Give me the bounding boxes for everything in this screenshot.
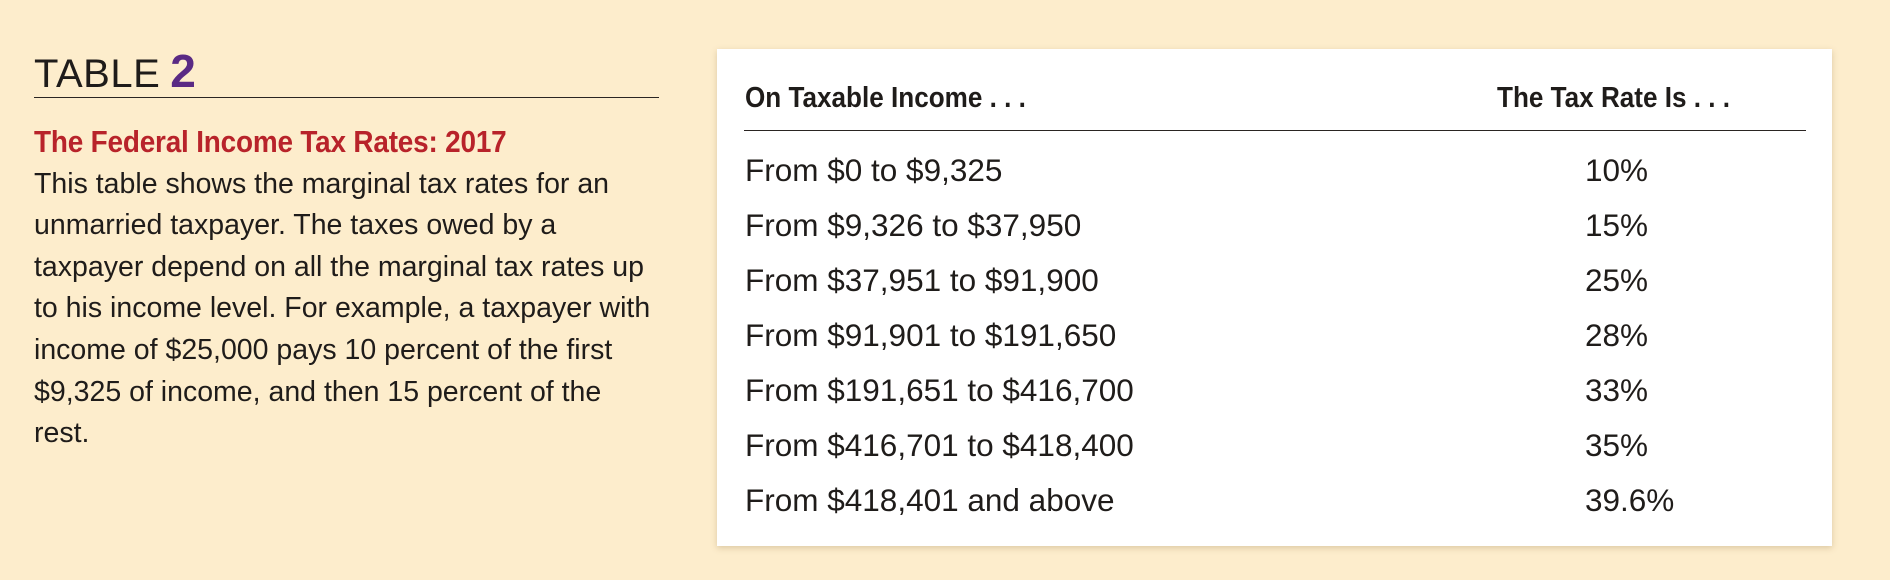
tax-rate-cell: 15% [1585, 207, 1649, 243]
table-row: From $91,901 to $191,650 28% [744, 310, 1806, 365]
income-bracket-cell: From $0 to $9,325 [745, 152, 1003, 188]
table-label-number: 2 [170, 45, 197, 97]
income-bracket-cell: From $9,326 to $37,950 [745, 207, 1082, 243]
tax-rate-cell: 25% [1585, 262, 1649, 298]
table-row: From $0 to $9,325 10% [744, 145, 1806, 200]
tax-rate-cell: 28% [1585, 317, 1649, 353]
income-bracket-cell: From $37,951 to $91,900 [745, 262, 1099, 298]
income-bracket-cell: From $418,401 and above [745, 482, 1115, 518]
income-bracket-cell: From $416,701 to $418,400 [745, 427, 1134, 463]
income-bracket-cell: From $91,901 to $191,650 [745, 317, 1117, 353]
tax-rate-cell: 33% [1585, 372, 1649, 408]
tax-rate-cell: 10% [1585, 152, 1649, 188]
income-bracket-cell: From $191,651 to $416,700 [745, 372, 1134, 408]
caption-panel: TABLE 2 The Federal Income Tax Rates: 201… [34, 40, 659, 455]
table-body: From $0 to $9,325 10% From $9,326 to $37… [744, 145, 1806, 530]
header-tax-rate: The Tax Rate Is . . . [1497, 82, 1731, 114]
table-row: From $418,401 and above 39.6% [744, 475, 1806, 530]
tax-rate-cell: 35% [1585, 427, 1649, 463]
caption-body: This table shows the marginal tax rates … [34, 167, 651, 450]
table-label: TABLE 2 [34, 40, 659, 98]
table-label-word: TABLE [34, 52, 161, 96]
table-row: From $9,326 to $37,950 15% [744, 200, 1806, 255]
caption-title: The Federal Income Tax Rates: 2017 [34, 124, 507, 159]
tax-rate-cell: 39.6% [1585, 482, 1675, 518]
header-taxable-income: On Taxable Income . . . [745, 82, 1026, 114]
tax-rate-table: On Taxable Income . . . The Tax Rate Is … [717, 49, 1832, 546]
table-row: From $37,951 to $91,900 25% [744, 255, 1806, 310]
table-header-row: On Taxable Income . . . The Tax Rate Is … [744, 75, 1806, 131]
table-row: From $416,701 to $418,400 35% [744, 420, 1806, 475]
table-row: From $191,651 to $416,700 33% [744, 365, 1806, 420]
